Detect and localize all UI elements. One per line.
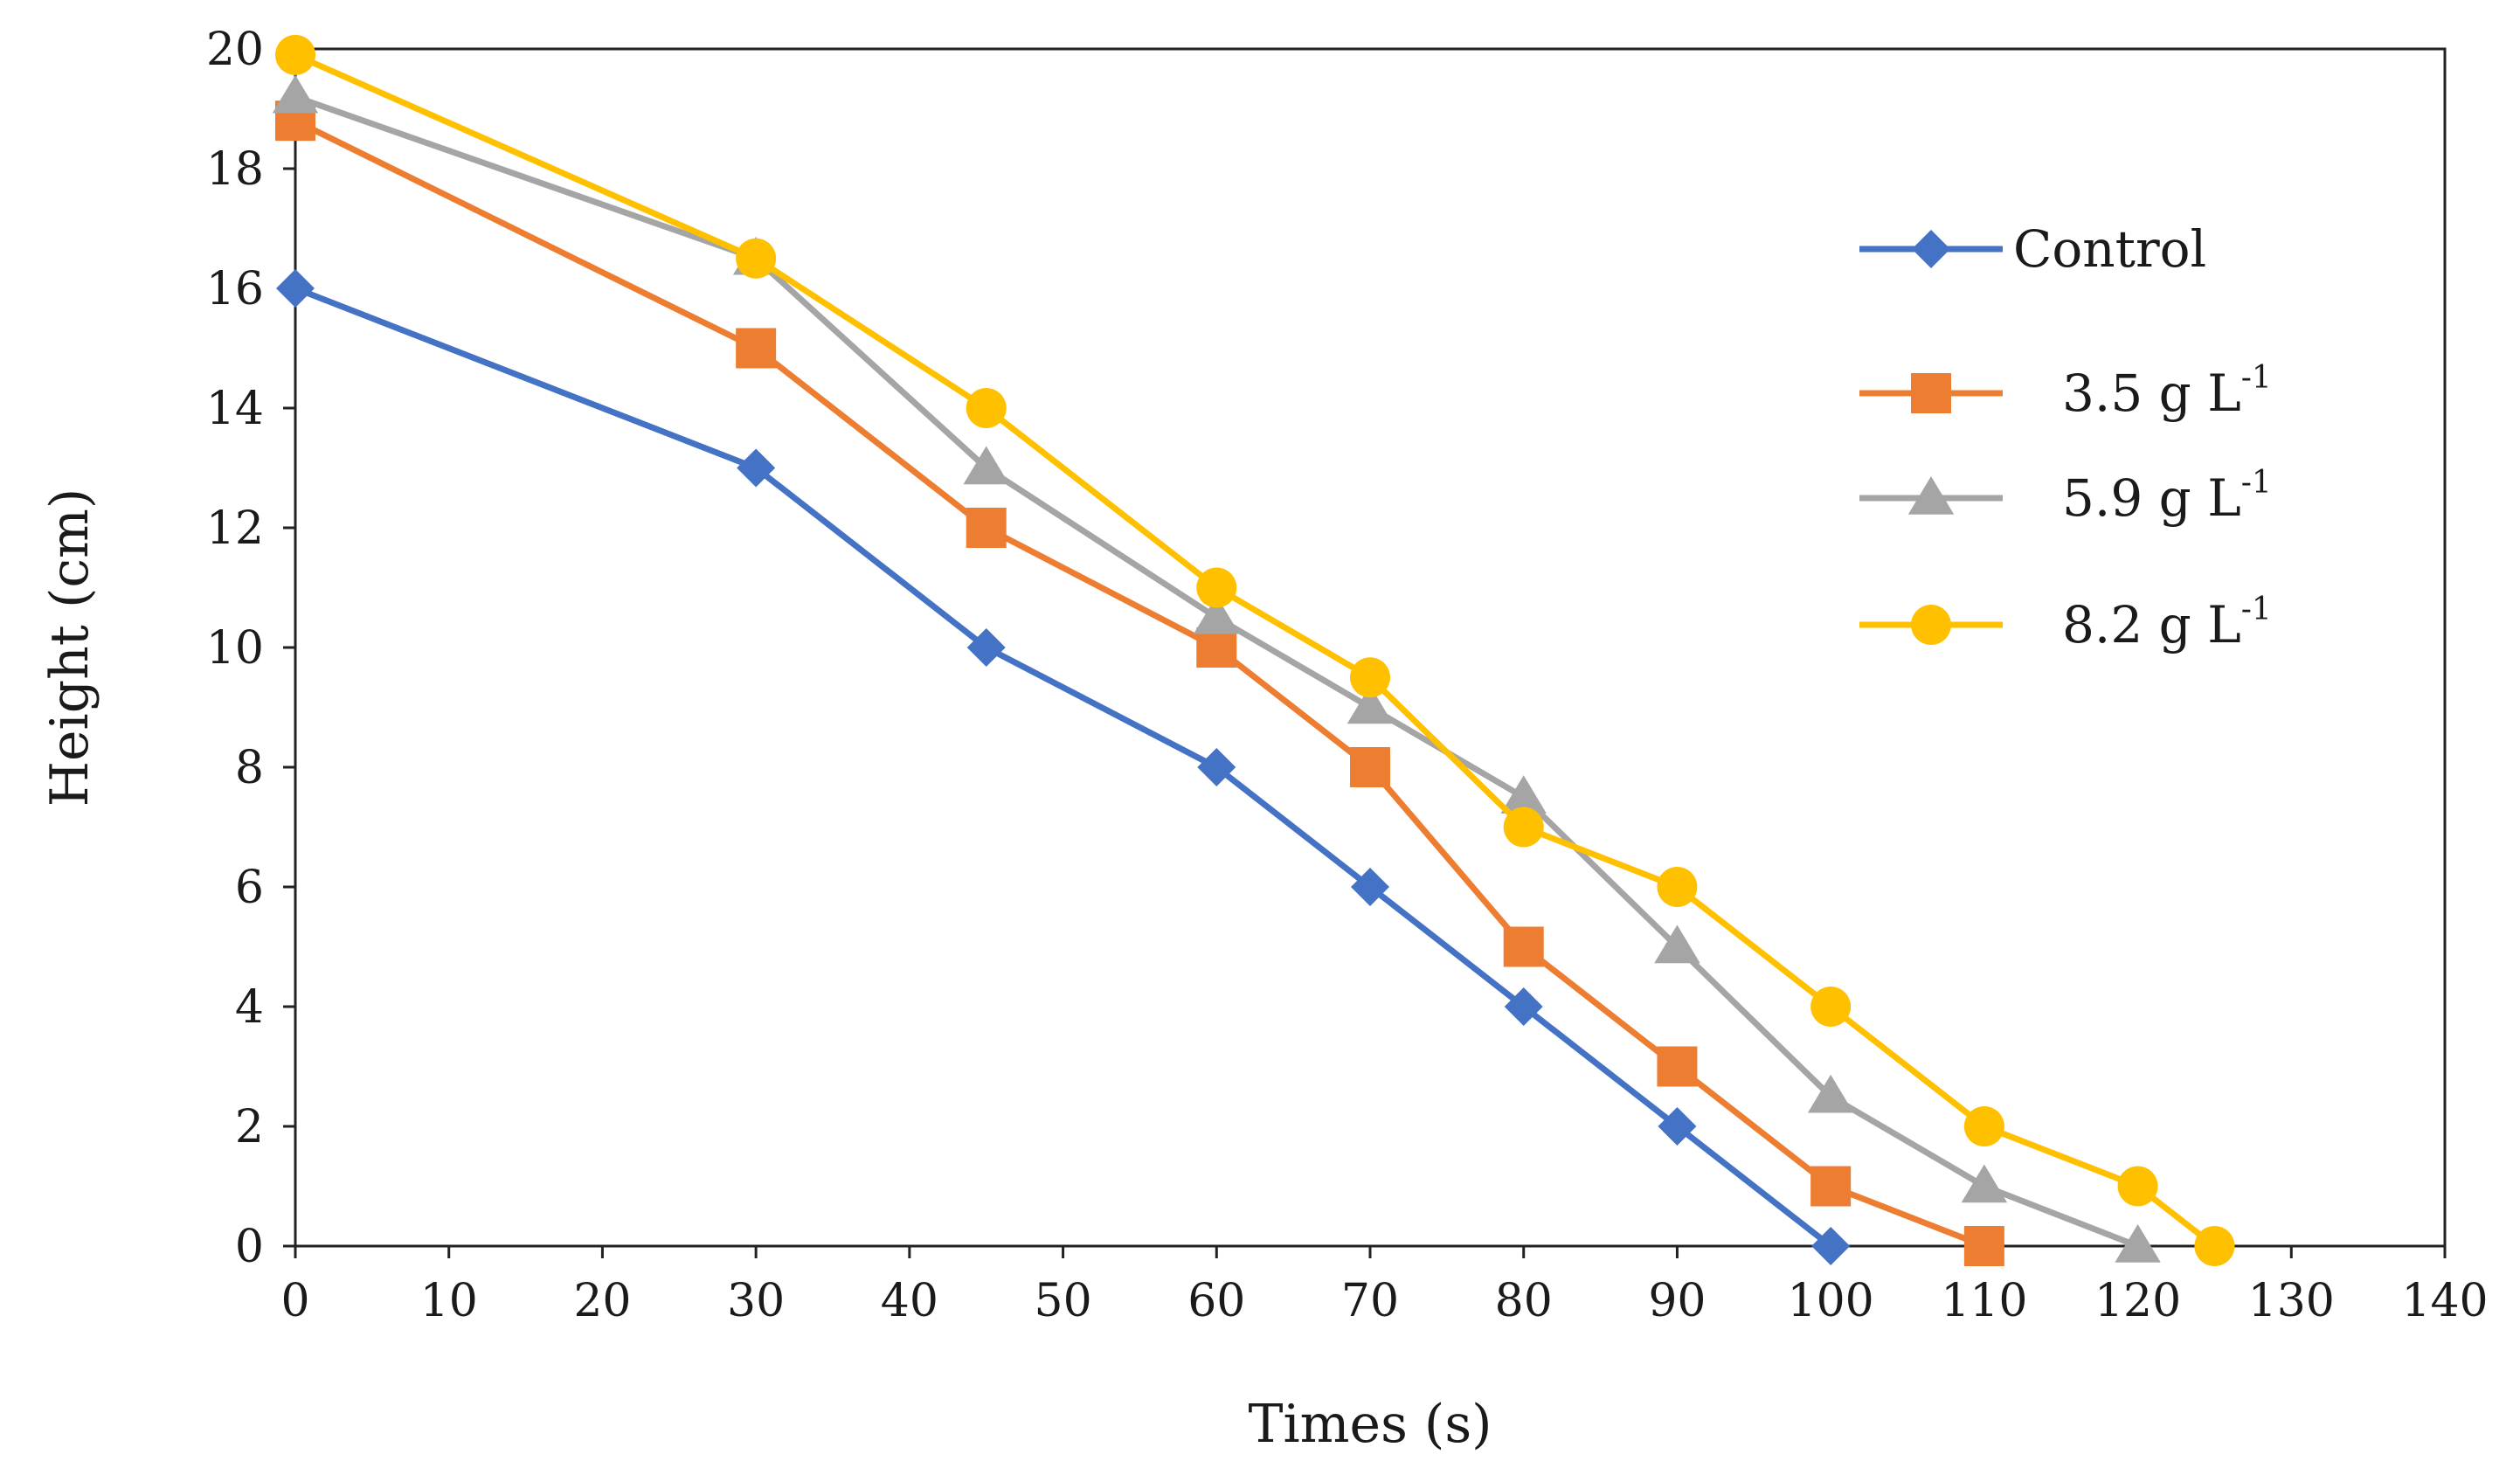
legend-label-main: 8.2 g L [2062,595,2241,654]
x-tick-label: 120 [2094,1275,2181,1327]
x-tick-label: 80 [1495,1275,1553,1327]
data-point [1350,747,1390,787]
data-point [1351,868,1389,906]
x-tick-label: 20 [573,1275,631,1327]
data-point [2115,1224,2161,1263]
data-point [1500,775,1547,814]
y-axis-title: Height (cm) [39,488,100,807]
x-tick-label: 60 [1187,1275,1245,1327]
x-tick-label: 50 [1034,1275,1091,1327]
data-point [1963,1226,2004,1266]
legend-item: Control [1859,219,2206,279]
legend-label-main: 3.5 g L [2062,364,2241,423]
x-tick-label: 110 [1941,1275,2027,1327]
data-point [276,269,315,308]
data-point [736,328,777,369]
axes: 0 2 4 6 8 10 12 14 16 18 20 0 10 20 30 40 50 60 70 80 90 100 1… [206,24,2489,1327]
data-point [2117,1166,2158,1207]
legend-label-main: Control [2013,219,2206,279]
data-point [272,74,319,114]
data-point [1810,1166,1852,1207]
legend-marker [1911,373,1951,413]
data-point [1197,748,1236,786]
data-point [1811,1227,1851,1265]
data-point [1350,657,1390,698]
data-point [1196,627,1237,668]
data-point [1194,595,1240,634]
legend-item: 8.2 g L-1 [1859,592,2272,654]
series-1 [275,100,2004,1266]
x-tick-label: 140 [2401,1275,2488,1327]
data-point [1657,1046,1698,1087]
legend-label-superscript: -1 [2241,592,2272,627]
legend-item: 3.5 g L-1 [1859,360,2272,423]
data-point [1347,685,1394,724]
legend-label-superscript: -1 [2241,360,2272,396]
x-tick-label: 100 [1788,1275,1874,1327]
y-tick-label: 0 [235,1221,264,1273]
x-tick-label: 40 [881,1275,938,1327]
data-point [1810,987,1852,1027]
y-tick-label: 18 [206,143,264,196]
y-tick-label: 8 [235,742,264,794]
data-point [1963,1106,2004,1146]
data-point [1807,1074,1854,1113]
data-point [2194,1226,2235,1266]
data-point [1504,987,1543,1026]
data-point [1657,867,1698,907]
data-point [1196,567,1237,608]
legend-label-superscript: -1 [2241,465,2272,501]
data-point [966,388,1007,428]
x-tick-label: 30 [727,1275,785,1327]
x-axis-title: Times (s) [1248,1394,1492,1455]
legend-marker [1911,605,1951,645]
y-tick-label: 12 [206,502,264,555]
y-tick-label: 4 [235,981,264,1034]
legend-label-main: 5.9 g L [2062,468,2241,528]
data-point [1961,1164,2008,1203]
data-point [275,34,315,75]
y-tick-label: 16 [206,263,264,315]
x-tick-label: 0 [280,1275,309,1327]
data-point [963,446,1009,485]
data-point [1658,1107,1697,1146]
data-point [737,448,776,488]
y-tick-label: 6 [235,862,264,914]
series-3 [275,34,2235,1266]
data-point [966,508,1007,548]
y-tick-label: 14 [206,383,264,435]
legend-label: Control [2013,219,2206,279]
y-tick-label: 10 [206,622,264,675]
y-tick-label: 20 [206,24,264,76]
x-tick-label: 130 [2248,1275,2335,1327]
legend-label: 5.9 g L-1 [2062,465,2272,528]
legend-marker [1912,230,1950,268]
legend-label: 8.2 g L-1 [2062,592,2272,654]
series-line [294,285,1833,1249]
data-point [966,628,1006,667]
legend-item: 5.9 g L-1 [1859,465,2272,528]
data-point [1503,807,1544,848]
series-0 [276,269,1851,1265]
x-tick-label: 70 [1341,1275,1399,1327]
data-point [1654,925,1700,964]
data-point [736,238,777,279]
data-point [1503,926,1544,967]
y-tick-label: 2 [235,1101,264,1153]
x-tick-label: 10 [420,1275,478,1327]
series-lines [272,34,2235,1266]
x-tick-label: 90 [1648,1275,1706,1327]
legend-label: 3.5 g L-1 [2062,360,2272,423]
legend-marker [1907,476,1955,515]
